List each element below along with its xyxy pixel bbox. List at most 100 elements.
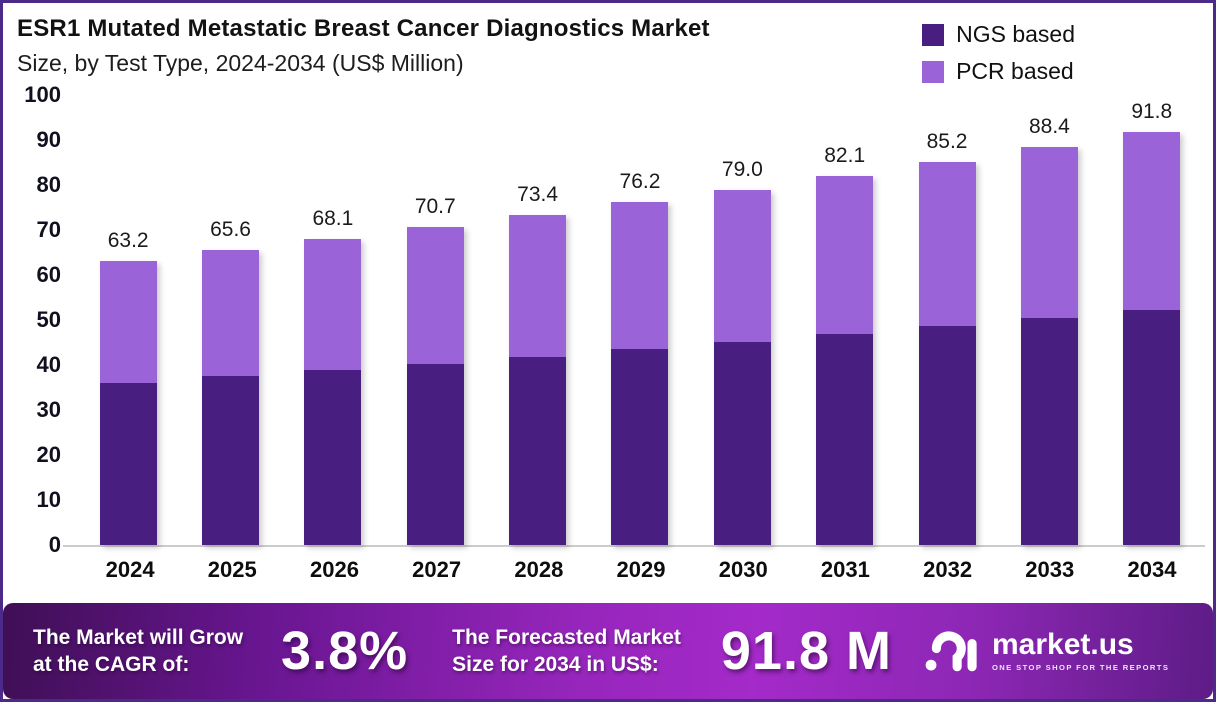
legend: NGS based PCR based <box>922 15 1195 85</box>
bar-stack <box>406 226 464 545</box>
bar-stack <box>1020 147 1078 545</box>
bar-segment-ngs <box>1123 309 1181 545</box>
legend-item-pcr: PCR based <box>922 58 1075 85</box>
bar-segment-pcr <box>611 202 669 350</box>
header: ESR1 Mutated Metastatic Breast Cancer Di… <box>3 3 1213 95</box>
bar-total-label: 76.2 <box>619 170 661 194</box>
bar-column: 85.2 <box>896 95 998 545</box>
bar-column: 76.2 <box>589 95 691 545</box>
bar-total-label: 82.1 <box>824 143 866 167</box>
bar-segment-ngs <box>713 342 771 545</box>
market-us-swirl-icon <box>925 631 977 672</box>
bar-column: 79.0 <box>691 95 793 545</box>
bar-segment-pcr <box>713 189 771 343</box>
x-tick-label: 2034 <box>1127 557 1177 582</box>
bar-total-label: 79.0 <box>721 157 763 181</box>
bar-segment-pcr <box>918 161 976 327</box>
bar-segment-ngs <box>304 369 362 545</box>
y-tick-label: 50 <box>36 307 61 332</box>
bar-stack <box>816 175 874 545</box>
bar-stack <box>918 161 976 545</box>
bar-stack <box>99 260 157 545</box>
bar-segment-pcr <box>816 175 874 335</box>
y-tick-label: 20 <box>36 442 61 467</box>
bar-total-label: 68.1 <box>312 206 354 230</box>
bar-stack <box>304 238 362 545</box>
forecast-value: 91.8 M <box>720 621 892 681</box>
bar-total-label: 91.8 <box>1131 99 1173 123</box>
x-tick-label: 2029 <box>616 557 666 582</box>
x-tick-label: 2031 <box>820 557 870 582</box>
bar-total-label: 73.4 <box>517 182 559 206</box>
forecast-label-line1: The Forecasted Market <box>452 626 681 649</box>
brand-name: market.us <box>991 628 1134 661</box>
brand-text: market.us ONE STOP SHOP FOR THE REPORTS <box>991 628 1170 673</box>
y-tick-label: 60 <box>36 262 61 287</box>
bar-total-label: 63.2 <box>107 228 149 252</box>
bar-segment-pcr <box>509 214 567 357</box>
chart-subtitle: Size, by Test Type, 2024-2034 (US$ Milli… <box>17 50 464 76</box>
x-tick-label: 2025 <box>207 557 257 582</box>
x-axis-labels: 2024 2025 2026 2027 2028 2029 2030 2031 2032 2033… <box>3 557 1213 583</box>
forecast-label: The Forecasted Market Size for 2034 in U… <box>452 624 681 678</box>
legend-label-pcr: PCR based <box>956 58 1074 84</box>
brand-logo-block: market.us ONE STOP SHOP FOR THE REPORTS <box>924 625 1169 677</box>
title-block: ESR1 Mutated Metastatic Breast Cancer Di… <box>17 15 710 77</box>
bar-segment-ngs <box>99 382 157 545</box>
y-tick-label: 90 <box>36 127 61 152</box>
bar-segment-pcr <box>99 260 157 383</box>
footer-banner: The Market will Grow at the CAGR of: 3.8… <box>3 603 1213 699</box>
bar-column: 68.1 <box>282 95 384 545</box>
y-tick-label: 70 <box>36 217 61 242</box>
legend-swatch-ngs <box>922 23 945 46</box>
legend-swatch-pcr <box>922 60 945 83</box>
y-tick-label: 40 <box>36 352 61 377</box>
bar-column: 73.4 <box>486 95 588 545</box>
x-tick-label: 2024 <box>105 557 155 582</box>
brand-tagline: ONE STOP SHOP FOR THE REPORTS <box>991 663 1170 672</box>
x-tick-label: 2026 <box>309 557 359 582</box>
bar-segment-ngs <box>611 349 669 545</box>
cagr-label: The Market will Grow at the CAGR of: <box>33 624 243 678</box>
legend-item-ngs: NGS based <box>922 21 1075 48</box>
bar-column: 88.4 <box>998 95 1100 545</box>
x-tick-label: 2032 <box>923 557 973 582</box>
bar-stack <box>202 249 260 545</box>
bar-segment-ngs <box>918 326 976 545</box>
bar-column: 91.8 <box>1101 95 1203 545</box>
y-tick-label: 80 <box>36 172 61 197</box>
bar-column: 63.2 <box>77 95 179 545</box>
plot-area: 63.2 65.6 68.1 70.7 73.4 76.2 79.0 82.1 85.2 88.4… <box>63 95 1205 547</box>
bar-segment-ngs <box>406 363 464 545</box>
forecast-label-line2: Size for 2034 in US$: <box>452 653 659 676</box>
x-tick-label: 2028 <box>514 557 564 582</box>
x-tick-label: 2033 <box>1025 557 1075 582</box>
bar-segment-ngs <box>1020 318 1078 545</box>
bar-total-label: 65.6 <box>210 217 251 241</box>
cagr-label-line1: The Market will Grow <box>33 626 244 649</box>
y-tick-label: 10 <box>36 487 61 512</box>
bar-segment-pcr <box>202 249 260 377</box>
bar-stack <box>713 189 771 545</box>
bar-segment-ngs <box>202 376 260 545</box>
x-tick-label: 2027 <box>412 557 462 582</box>
bar-stack <box>509 214 567 545</box>
bar-chart: 0 10 20 30 40 50 60 70 80 90 100 63.2 65.6 68.1 70.7 7… <box>3 84 1213 556</box>
bar-segment-ngs <box>816 334 874 545</box>
bar-column: 65.6 <box>179 95 281 545</box>
y-tick-label: 0 <box>48 532 61 557</box>
bar-stack <box>1123 131 1181 545</box>
cagr-label-line2: at the CAGR of: <box>33 653 190 676</box>
legend-label-ngs: NGS based <box>956 21 1075 47</box>
bar-total-label: 85.2 <box>926 129 968 153</box>
cagr-value: 3.8% <box>281 621 409 681</box>
bar-column: 82.1 <box>794 95 896 545</box>
bar-segment-ngs <box>509 356 567 545</box>
bar-column: 70.7 <box>384 95 486 545</box>
bar-segment-pcr <box>304 238 362 370</box>
chart-title: ESR1 Mutated Metastatic Breast Cancer Di… <box>17 15 710 42</box>
bar-segment-pcr <box>1020 147 1078 319</box>
bar-total-label: 88.4 <box>1028 115 1070 139</box>
y-tick-label: 100 <box>24 82 61 107</box>
